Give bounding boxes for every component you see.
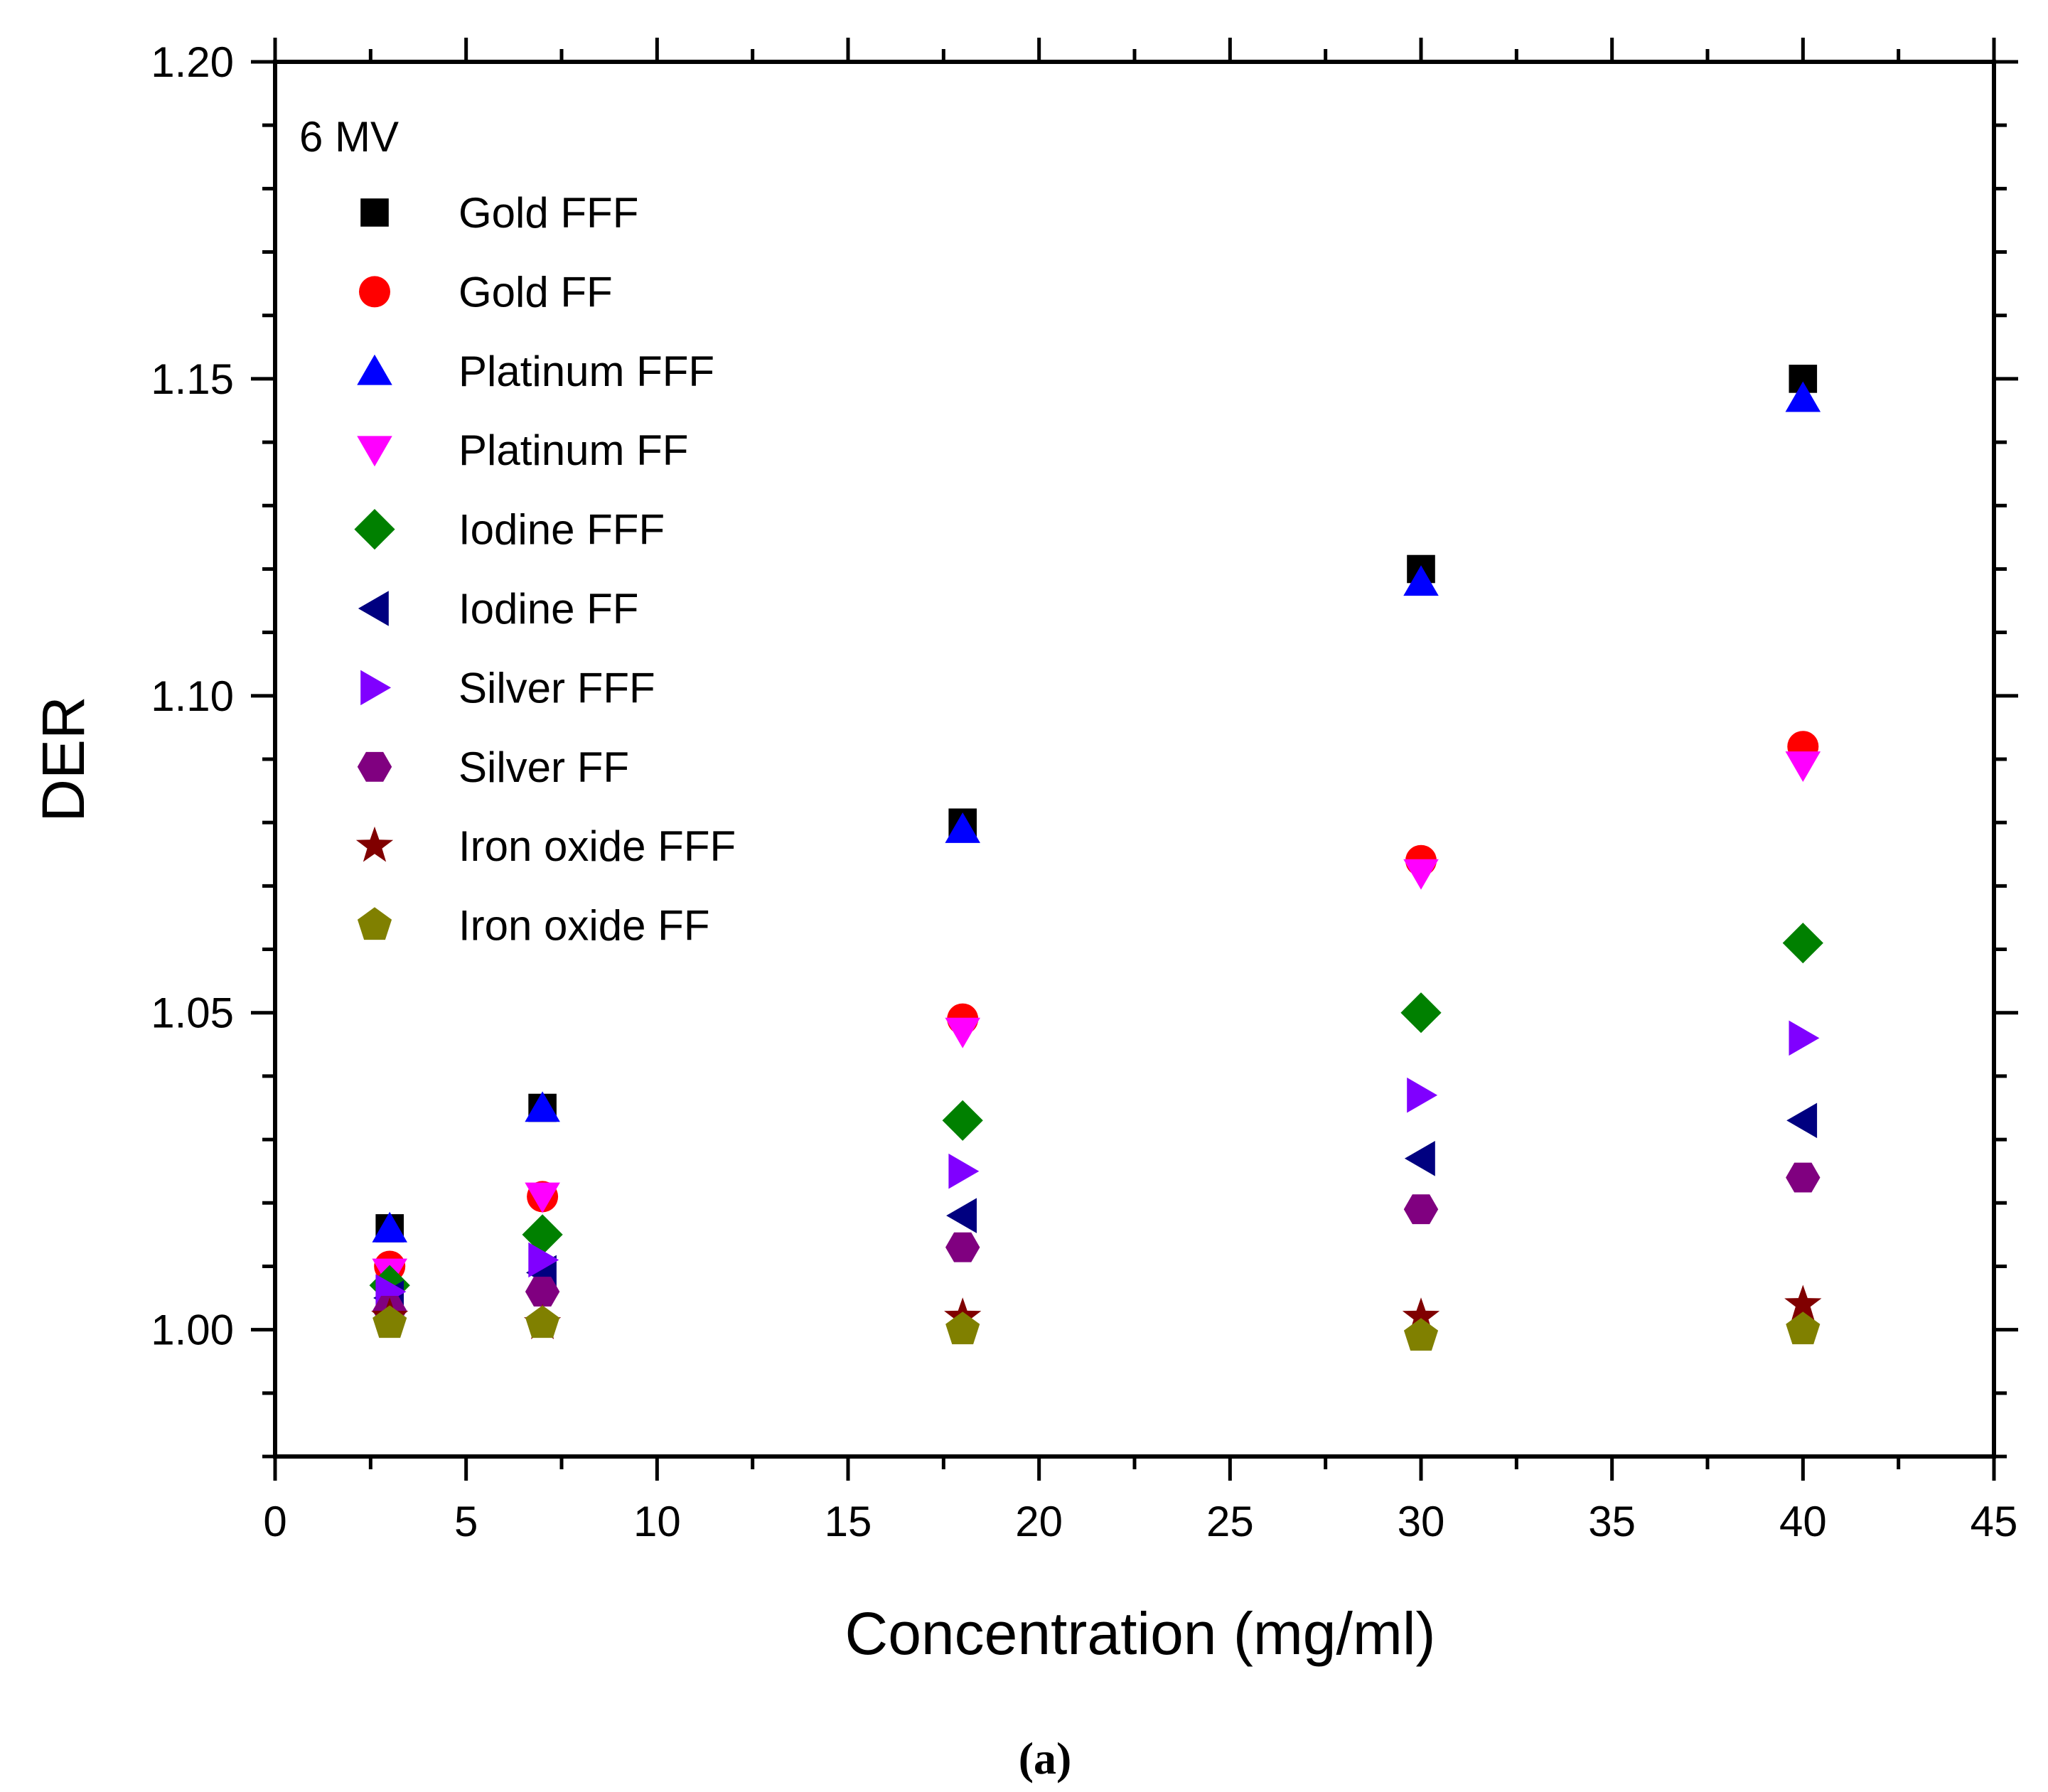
legend-marker xyxy=(357,751,392,782)
data-point xyxy=(945,1232,980,1262)
x-tick-label: 0 xyxy=(263,1498,286,1545)
series-platinum-fff xyxy=(372,381,1821,1243)
legend-marker xyxy=(357,436,392,467)
data-point xyxy=(525,1305,560,1338)
legend-label: Gold FFF xyxy=(459,189,638,237)
data-point xyxy=(1785,751,1821,782)
data-point xyxy=(1404,1141,1435,1176)
data-point xyxy=(1403,859,1439,890)
x-tick-label: 35 xyxy=(1588,1498,1636,1545)
x-tick-label: 30 xyxy=(1398,1498,1445,1545)
legend-item: Iron oxide FFF xyxy=(355,822,736,870)
legend-marker xyxy=(357,907,392,940)
data-point xyxy=(1403,1318,1439,1351)
y-tick-label: 1.20 xyxy=(151,38,234,86)
legend-label: Silver FFF xyxy=(459,664,655,712)
legend-label: Gold FF xyxy=(459,268,613,316)
legend-marker xyxy=(358,591,389,626)
data-point xyxy=(1786,1102,1818,1139)
series-platinum-ff xyxy=(372,751,1821,1289)
legend-item: Gold FF xyxy=(359,268,613,316)
data-point xyxy=(945,812,980,843)
data-point xyxy=(525,1182,560,1213)
y-tick-label: 1.15 xyxy=(151,355,234,403)
x-tick-label: 20 xyxy=(1015,1498,1063,1545)
y-tick-label: 1.10 xyxy=(151,672,234,720)
y-tick-label: 1.00 xyxy=(151,1307,234,1354)
data-point xyxy=(525,1091,560,1122)
legend-item: Platinum FFF xyxy=(357,348,714,395)
annotation-6mv: 6 MV xyxy=(299,113,399,161)
data-point xyxy=(1402,1297,1440,1334)
legend: Gold FFF Gold FF Platinum FFF Platinum FF Io… xyxy=(354,189,736,950)
legend-label: Silver FF xyxy=(459,744,629,791)
legend-item: Gold FFF xyxy=(360,189,638,237)
y-tick-label: 1.05 xyxy=(151,989,234,1037)
x-tick-label: 15 xyxy=(825,1498,872,1545)
data-point xyxy=(1784,1284,1822,1321)
ticks-layer: 0 5 10 15 20 25 30 35 40 45 1.00 1.05 1.10 1.15 1.20 xyxy=(151,38,2018,1545)
data-point xyxy=(1403,565,1439,596)
legend-item: Iodine FF xyxy=(358,585,638,633)
data-point xyxy=(1407,1077,1438,1113)
legend-label: Iodine FFF xyxy=(459,506,665,554)
legend-label: Platinum FFF xyxy=(459,348,714,395)
legend-marker xyxy=(359,276,390,308)
x-tick-label: 40 xyxy=(1779,1498,1827,1545)
legend-item: Silver FFF xyxy=(360,664,655,712)
data-point xyxy=(1785,381,1821,412)
x-tick-label: 10 xyxy=(633,1498,681,1545)
legend-label: Platinum FF xyxy=(459,426,688,474)
x-tick-label: 25 xyxy=(1206,1498,1254,1545)
data-point xyxy=(1786,1311,1821,1345)
legend-marker xyxy=(355,826,394,862)
y-axis-title: DER xyxy=(30,696,97,822)
data-point xyxy=(945,1017,980,1048)
plot-frame xyxy=(273,60,1996,1459)
data-point xyxy=(372,1211,407,1243)
data-point xyxy=(945,1311,980,1345)
data-point xyxy=(946,1198,977,1233)
x-axis-title: Concentration (mg/ml) xyxy=(845,1600,1436,1667)
legend-item: Platinum FF xyxy=(357,426,688,474)
data-point xyxy=(372,1305,407,1338)
data-point xyxy=(948,1153,980,1189)
legend-label: Iron oxide FFF xyxy=(459,822,736,870)
legend-item: Iodine FFF xyxy=(354,506,665,554)
legend-marker xyxy=(360,670,392,706)
panel-label: (a) xyxy=(1019,1733,1072,1783)
legend-marker xyxy=(357,354,392,385)
data-point xyxy=(1403,1194,1439,1225)
legend-label: Iron oxide FF xyxy=(459,902,709,950)
x-tick-label: 5 xyxy=(454,1498,478,1545)
series-silver-ff xyxy=(372,1162,1821,1326)
legend-label: Iodine FF xyxy=(459,585,638,633)
data-point xyxy=(525,1277,560,1307)
data-point xyxy=(528,1242,559,1278)
data-point xyxy=(1782,923,1823,964)
x-tick-label: 45 xyxy=(1971,1498,2018,1545)
series-iron-oxide-ff xyxy=(372,1305,1821,1351)
legend-item: Iron oxide FF xyxy=(357,902,709,950)
legend-marker xyxy=(354,509,395,550)
data-point xyxy=(1786,1162,1821,1193)
data-point xyxy=(1789,1020,1820,1056)
legend-marker xyxy=(360,198,389,227)
legend-item: Silver FF xyxy=(357,744,629,791)
